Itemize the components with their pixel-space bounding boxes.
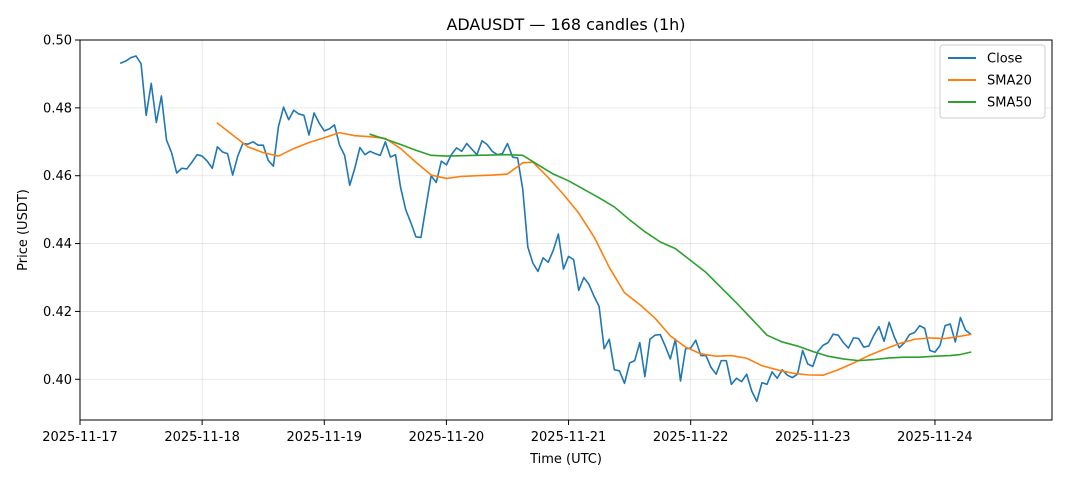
- legend-box: [939, 44, 1046, 119]
- y-axis-label: Price (USDT): [16, 189, 31, 271]
- y-tick-label: 0.48: [43, 101, 72, 116]
- y-tick-label: 0.42: [43, 305, 72, 320]
- legend: Close SMA20 SMA50: [939, 44, 1046, 119]
- y-axis-ticks: 0.40 0.42 0.44 0.46 0.48 0.50: [43, 34, 80, 388]
- x-tick-label: 2025-11-20: [409, 430, 485, 445]
- series-line-close: [119, 55, 972, 403]
- legend-label-sma50: SMA50: [987, 96, 1032, 111]
- legend-label-sma20: SMA20: [987, 74, 1032, 89]
- y-tick-label: 0.50: [43, 34, 72, 49]
- x-axis-label: Time (UTC): [529, 452, 602, 467]
- x-tick-label: 2025-11-21: [531, 430, 607, 445]
- y-tick-label: 0.40: [43, 373, 72, 388]
- y-tick-label: 0.44: [43, 237, 72, 252]
- chart-title: ADAUSDT — 168 candles (1h): [446, 15, 685, 34]
- legend-label-close: Close: [987, 52, 1022, 67]
- x-tick-label: 2025-11-17: [42, 430, 118, 445]
- plot-frame: [79, 39, 1053, 421]
- x-tick-label: 2025-11-22: [653, 430, 729, 445]
- x-tick-label: 2025-11-23: [775, 430, 851, 445]
- x-tick-label: 2025-11-24: [897, 430, 973, 445]
- x-axis-ticks: 2025-11-17 2025-11-18 2025-11-19 2025-11-20…: [42, 420, 973, 445]
- y-tick-label: 0.46: [43, 169, 72, 184]
- series-layer: [119, 55, 972, 403]
- x-tick-label: 2025-11-19: [286, 430, 362, 445]
- x-tick-label: 2025-11-18: [164, 430, 240, 445]
- series-line-sma50: [369, 133, 972, 362]
- series-line-sma20: [216, 122, 972, 377]
